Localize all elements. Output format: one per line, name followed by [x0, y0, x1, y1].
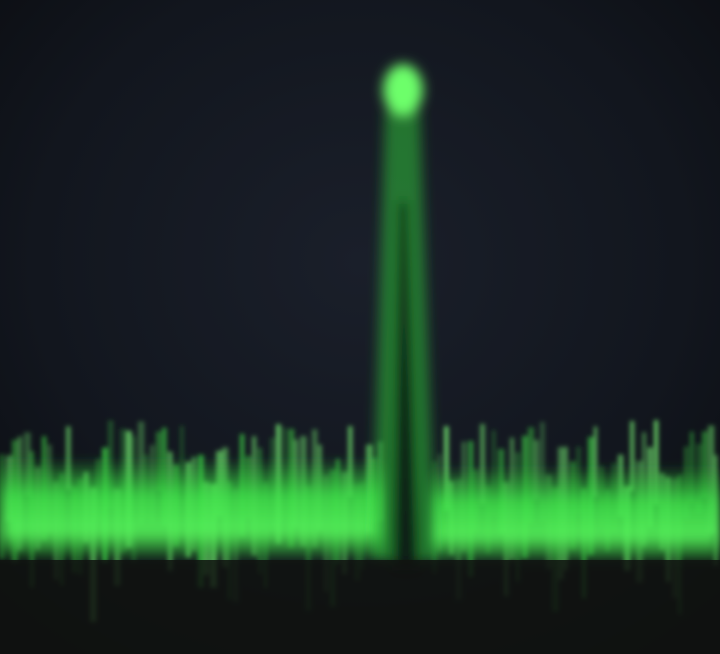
- noise-band-right: [430, 470, 720, 560]
- noise-streak: [594, 426, 598, 498]
- noise-floor: [0, 462, 720, 560]
- signal-spike: [372, 64, 435, 570]
- spike-peak: [383, 64, 423, 116]
- noise-streak: [534, 439, 539, 500]
- noise-streak: [702, 431, 708, 499]
- noise-streak: [156, 431, 162, 492]
- noise-streak: [690, 431, 694, 504]
- noise-streak: [180, 425, 184, 492]
- lower-bezel: [0, 560, 720, 654]
- spike-notch: [392, 200, 420, 570]
- noise-streak: [66, 426, 71, 491]
- noise-band-left: [0, 462, 385, 557]
- noise-streak: [630, 421, 635, 492]
- noise-streak: [348, 426, 353, 498]
- noise-streak: [654, 420, 659, 506]
- noise-streak: [444, 426, 449, 511]
- noise-streak: [480, 423, 485, 505]
